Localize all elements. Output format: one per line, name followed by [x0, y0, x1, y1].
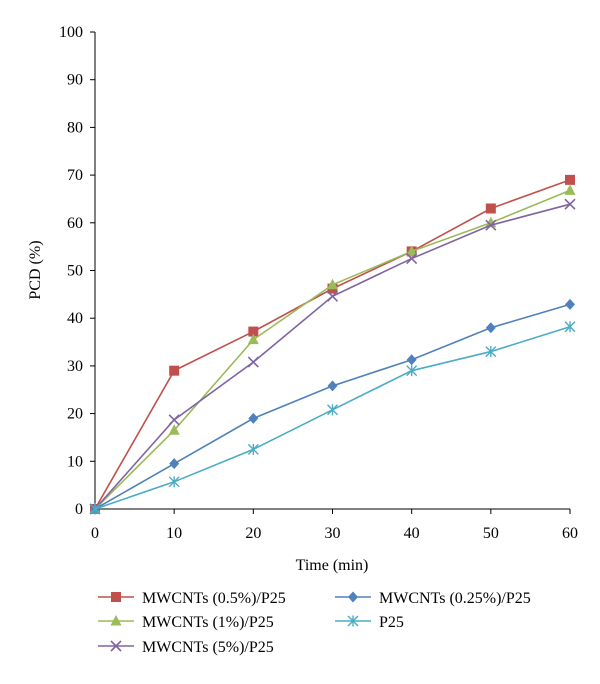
data-point: [327, 278, 338, 290]
legend-label: MWCNTs (5%)/P25: [142, 639, 274, 656]
marker-stroke: [485, 219, 497, 231]
y-tick-label: 10: [67, 453, 83, 470]
data-point: [168, 476, 180, 488]
legend-label: MWCNTs (0.5%)/P25: [142, 590, 286, 607]
data-point: [485, 322, 496, 334]
legend-marker: [110, 615, 122, 626]
legend-label: P25: [379, 614, 404, 631]
marker-stroke: [110, 640, 122, 652]
series-line: [94, 203, 571, 510]
data-point: [564, 321, 576, 333]
series-line: [94, 326, 571, 510]
y-tick-label: 50: [67, 263, 83, 280]
y-tick-label: 40: [67, 310, 83, 327]
series-2: [89, 198, 576, 515]
marker-stroke: [326, 290, 339, 302]
legend-marker: [110, 640, 122, 652]
data-point: [248, 412, 259, 424]
y-axis-title: PCD (%): [27, 240, 44, 299]
data-point: [326, 290, 339, 302]
legend-item-0: MWCNTs (0.5%)/P25: [98, 590, 286, 607]
x-tick-label: 50: [483, 525, 499, 542]
legend-item-1: MWCNTs (1%)/P25: [98, 614, 274, 631]
data-point: [485, 219, 497, 231]
series-layer: [89, 174, 576, 515]
legend-marker: [111, 592, 121, 602]
y-tick-label: 0: [75, 501, 83, 518]
series-1: [89, 184, 576, 514]
x-tick-label: 20: [245, 525, 261, 542]
legend-label: MWCNTs (1%)/P25: [142, 614, 274, 631]
marker-stroke: [247, 356, 259, 368]
data-point: [168, 424, 180, 435]
data-point: [406, 365, 418, 377]
marker-stroke: [564, 198, 576, 210]
data-point: [327, 380, 338, 392]
data-point: [564, 198, 576, 210]
data-point: [89, 503, 101, 515]
y-tick-label: 80: [67, 119, 83, 136]
legend-item-4: P25: [335, 614, 404, 631]
data-point: [248, 326, 259, 337]
x-tick-label: 0: [91, 525, 99, 542]
y-tick-label: 90: [67, 72, 83, 89]
x-tick-label: 60: [562, 525, 578, 542]
data-point: [247, 356, 259, 368]
data-point: [247, 443, 259, 455]
data-point: [169, 458, 180, 470]
marker-stroke: [168, 414, 180, 426]
data-point: [247, 333, 259, 345]
data-point: [565, 174, 575, 185]
legend: MWCNTs (0.5%)/P25 MWCNTs (1%)/P25 MWCNTs (…: [98, 590, 531, 656]
data-point: [485, 203, 496, 214]
data-point: [406, 354, 417, 366]
data-point: [327, 404, 338, 416]
y-tick-label: 70: [67, 167, 83, 184]
legend-item-3: MWCNTs (0.25%)/P25: [335, 590, 531, 607]
x-tick-label: 10: [166, 525, 182, 542]
x-tick-label: 30: [325, 525, 341, 542]
y-tick-label: 100: [59, 24, 83, 41]
data-point: [168, 414, 180, 426]
data-point: [485, 346, 497, 358]
data-point: [406, 245, 418, 256]
legend-marker: [348, 591, 358, 603]
legend-item-2: MWCNTs (5%)/P25: [98, 639, 274, 656]
data-point: [169, 365, 180, 376]
marker-stroke: [406, 253, 418, 265]
series-line: [94, 179, 571, 510]
data-point: [565, 298, 575, 310]
legend-label: MWCNTs (0.25%)/P25: [379, 590, 531, 607]
x-tick-label: 40: [404, 525, 420, 542]
data-point: [406, 253, 418, 265]
series-4: [89, 321, 576, 515]
y-tick-label: 60: [67, 215, 83, 232]
axes: 0 10 20 30 40 50 60 70 80 90 100 0 10 20 30 40 50 60: [59, 24, 578, 542]
series-0: [90, 174, 575, 514]
legend-marker: [347, 615, 359, 627]
y-tick-label: 30: [67, 358, 83, 375]
x-axis-title: Time (min): [296, 557, 369, 574]
y-tick-label: 20: [67, 406, 83, 423]
data-point: [564, 184, 576, 195]
